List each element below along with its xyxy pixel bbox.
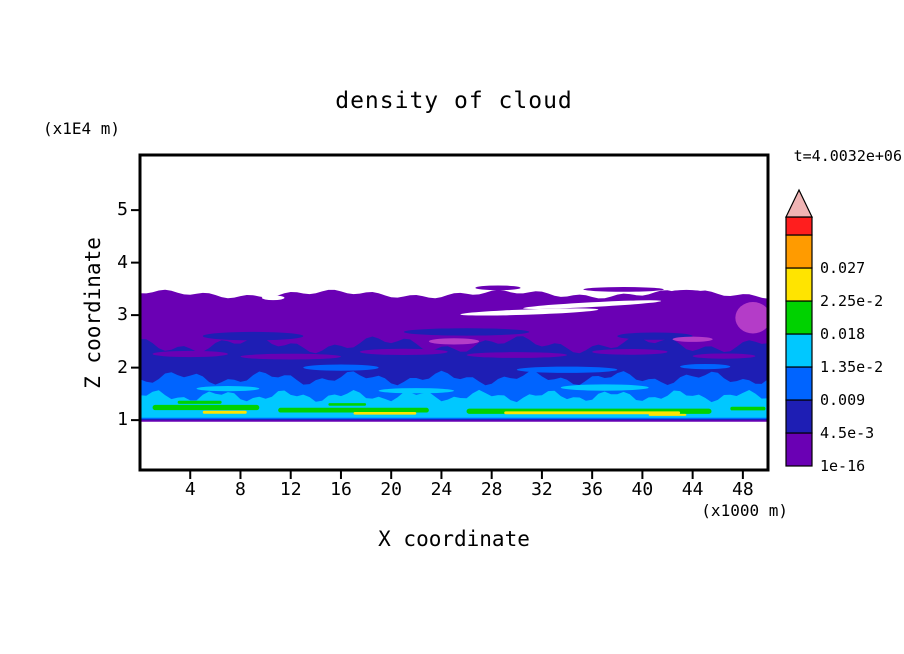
contour-streak-0.018 bbox=[730, 406, 766, 411]
x-tick-label: 36 bbox=[581, 479, 603, 500]
colorbar-segment bbox=[785, 333, 813, 368]
contour-patch bbox=[560, 384, 649, 391]
contour-patch bbox=[617, 332, 693, 340]
colorbar-segment bbox=[785, 234, 813, 269]
colorbar-segment bbox=[785, 432, 813, 467]
x-axis-unit-label: (x1000 m) bbox=[701, 501, 788, 520]
x-tick-label: 24 bbox=[430, 479, 453, 500]
contour-patch bbox=[428, 338, 480, 345]
y-tick-label: 3 bbox=[117, 304, 128, 326]
colorbar-label: 0.009 bbox=[820, 391, 866, 409]
contour-streak-0.018 bbox=[177, 400, 222, 404]
x-tick-label: 16 bbox=[330, 479, 352, 500]
colorbar-segment bbox=[785, 366, 813, 401]
contour-patch bbox=[152, 350, 228, 358]
x-tick-label: 48 bbox=[732, 479, 754, 500]
colorbar-segment bbox=[785, 216, 813, 236]
colorbar-segment bbox=[785, 399, 813, 434]
x-tick-label: 4 bbox=[184, 479, 196, 500]
y-tick-label: 2 bbox=[117, 356, 128, 378]
colorbar bbox=[785, 188, 813, 467]
x-tick-label: 8 bbox=[235, 479, 246, 500]
chart-title: density of cloud bbox=[335, 88, 573, 114]
contour-patch bbox=[303, 364, 379, 371]
x-tick-label: 20 bbox=[380, 479, 403, 500]
time-annotation: t=4.0032e+06 bbox=[793, 147, 902, 165]
colorbar-label: 2.25e-2 bbox=[820, 292, 884, 310]
contour-streak-2.25e-2 bbox=[648, 413, 687, 416]
colorbar-label: 1e-16 bbox=[820, 457, 866, 475]
contour-patch bbox=[692, 353, 756, 359]
plot-frame bbox=[138, 153, 770, 472]
contour-hole bbox=[460, 308, 599, 316]
contour-patch bbox=[240, 353, 341, 360]
y-tick-label: 5 bbox=[117, 199, 128, 221]
colorbar-segment bbox=[785, 300, 813, 335]
colorbar-label: 0.027 bbox=[820, 259, 866, 277]
contour-patch bbox=[735, 302, 768, 334]
contour-patch bbox=[359, 348, 448, 356]
contour-patch bbox=[466, 352, 568, 358]
density-field bbox=[140, 285, 768, 422]
contour-patch bbox=[672, 336, 713, 342]
contour-blob bbox=[583, 287, 664, 292]
x-tick-label: 32 bbox=[531, 479, 553, 500]
colorbar-segment bbox=[785, 267, 813, 302]
contour-patch bbox=[592, 348, 668, 355]
contour-patch bbox=[196, 386, 260, 392]
x-tick-label: 44 bbox=[681, 479, 704, 500]
contour-patch bbox=[202, 331, 304, 341]
contour-blob bbox=[475, 285, 521, 291]
contour-streak-0.018 bbox=[328, 403, 367, 406]
contour-patch bbox=[403, 328, 530, 336]
y-tick-label: 4 bbox=[117, 251, 128, 273]
x-tick-label: 40 bbox=[631, 479, 654, 500]
colorbar-overflow-arrow bbox=[785, 188, 813, 218]
x-tick-label: 12 bbox=[279, 479, 302, 500]
contour-patch bbox=[680, 363, 731, 370]
y-tick-label: 1 bbox=[117, 409, 128, 431]
colorbar-label: 4.5e-3 bbox=[820, 424, 875, 442]
contour-streak-2.25e-2 bbox=[353, 411, 417, 415]
contour-streak-0.018 bbox=[278, 407, 429, 413]
y-axis-unit-label: (x1E4 m) bbox=[43, 119, 121, 138]
contour-hole bbox=[523, 300, 662, 309]
x-axis-title: X coordinate bbox=[378, 527, 530, 551]
x-tick-label: 28 bbox=[480, 479, 503, 500]
contour-streak-0.018 bbox=[152, 404, 260, 411]
contour-patch bbox=[378, 388, 454, 394]
colorbar-label: 0.018 bbox=[820, 325, 866, 343]
contour-blob bbox=[670, 289, 703, 295]
colorbar-label: 1.35e-2 bbox=[820, 358, 884, 376]
contour-streak-2.25e-2 bbox=[202, 410, 247, 414]
contour-hole bbox=[261, 295, 285, 301]
contour-streak-2.25e-2 bbox=[504, 411, 681, 415]
contour-patch bbox=[516, 366, 618, 373]
